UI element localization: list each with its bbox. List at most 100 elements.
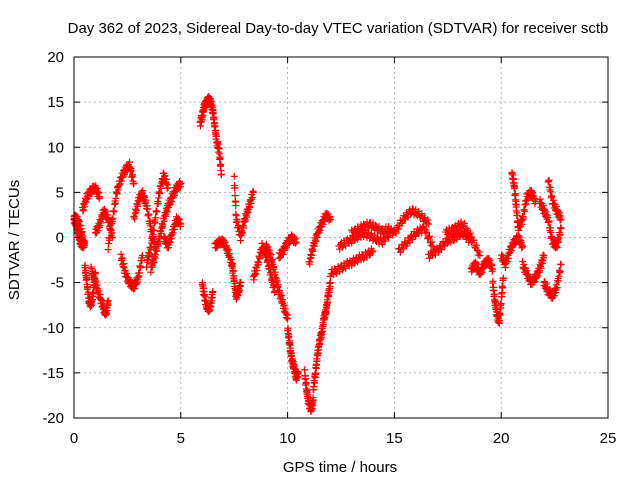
data-point <box>88 295 96 303</box>
data-point <box>434 247 442 255</box>
data-point <box>369 247 377 255</box>
data-point <box>230 276 238 284</box>
data-point <box>130 179 138 187</box>
data-point <box>270 282 278 290</box>
data-point <box>95 189 103 197</box>
data-point <box>147 246 155 254</box>
data-point <box>384 233 392 241</box>
data-point <box>284 315 292 323</box>
data-point <box>243 213 251 221</box>
data-point <box>548 193 556 201</box>
data-point <box>449 237 457 245</box>
data-point <box>149 233 157 241</box>
data-point <box>237 279 245 287</box>
data-point <box>210 113 218 121</box>
data-point <box>512 201 520 209</box>
data-point <box>519 243 527 251</box>
data-point <box>519 213 527 221</box>
data-point <box>231 184 239 192</box>
data-point <box>521 207 529 215</box>
data-point <box>163 208 171 216</box>
data-point <box>495 316 503 324</box>
data-point <box>127 167 135 175</box>
data-point <box>540 252 548 260</box>
y-tick-label: -10 <box>42 320 64 337</box>
data-point <box>292 238 300 246</box>
data-point <box>553 284 561 292</box>
data-point <box>209 288 217 296</box>
data-point <box>233 217 241 225</box>
data-point <box>112 195 120 203</box>
data-point <box>557 224 565 232</box>
data-point <box>312 370 320 378</box>
data-point <box>273 277 281 285</box>
data-point <box>124 274 132 282</box>
data-point <box>238 228 246 236</box>
y-tick-label: 5 <box>56 184 64 201</box>
data-point <box>473 246 481 254</box>
data-point <box>117 250 125 258</box>
data-point <box>84 284 92 292</box>
data-point <box>270 264 278 272</box>
data-point <box>398 219 406 227</box>
data-point <box>384 233 392 241</box>
data-point <box>98 297 106 305</box>
data-point <box>89 267 97 275</box>
data-point <box>153 207 161 215</box>
data-point <box>428 238 436 246</box>
data-point <box>78 227 86 235</box>
data-point <box>89 288 97 296</box>
data-point <box>143 205 151 213</box>
data-point <box>294 369 302 377</box>
data-point <box>506 248 514 256</box>
data-point <box>246 204 254 212</box>
data-point <box>511 190 519 198</box>
data-point <box>164 184 172 192</box>
data-point <box>424 216 432 224</box>
data-point <box>423 228 431 236</box>
data-point <box>513 211 521 219</box>
data-point <box>152 214 160 222</box>
data-point <box>267 251 275 259</box>
y-tick-label: 0 <box>56 230 64 247</box>
data-point <box>249 188 257 196</box>
data-point <box>475 248 483 256</box>
data-point <box>80 238 88 246</box>
data-points <box>70 93 565 416</box>
data-point <box>230 172 238 180</box>
data-point <box>418 210 426 218</box>
data-point <box>145 210 153 218</box>
data-point <box>150 227 158 235</box>
data-point <box>407 210 415 218</box>
data-point <box>177 179 185 187</box>
data-point <box>110 208 118 216</box>
data-point <box>556 231 564 239</box>
data-point <box>153 247 161 255</box>
data-point <box>314 349 322 357</box>
data-point <box>545 176 553 184</box>
y-tick-label: -15 <box>42 365 64 382</box>
data-point <box>169 229 177 237</box>
y-axis-label: SDTVAR / TECUs <box>6 180 23 300</box>
data-point <box>217 160 225 168</box>
data-point <box>129 171 137 179</box>
data-point <box>274 281 282 289</box>
data-point <box>113 190 121 198</box>
data-point <box>138 252 146 260</box>
data-point <box>311 379 319 387</box>
data-point <box>255 259 263 267</box>
x-tick-label: 20 <box>493 430 510 447</box>
data-point <box>199 284 207 292</box>
data-point <box>277 291 285 299</box>
data-point <box>392 229 400 237</box>
data-point <box>537 264 545 272</box>
data-point <box>303 387 311 395</box>
data-point <box>159 221 167 229</box>
x-tick-label: 15 <box>386 430 403 447</box>
data-point <box>466 229 474 237</box>
data-point <box>318 331 326 339</box>
x-tick-label: 10 <box>279 430 296 447</box>
data-point <box>232 212 240 220</box>
data-point <box>177 220 185 228</box>
data-point <box>324 299 332 307</box>
